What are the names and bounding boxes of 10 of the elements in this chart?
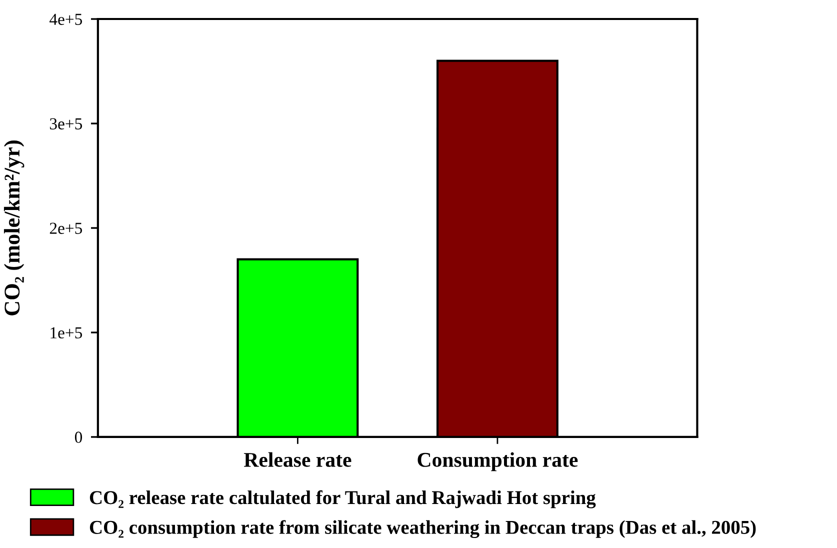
y-tick-label: 2e+5	[50, 222, 82, 234]
legend-label: CO₂ release rate caltulated for Tural and Rajwadi Hot spring	[90, 490, 596, 508]
y-tick-label: 3e+5	[50, 118, 82, 130]
y-tick-label: 4e+5	[50, 14, 82, 25]
x-tick-label: Release rate	[244, 452, 352, 467]
legend-label: CO₂ consumption rate from silicate weathering in Deccan traps (Das et al., 2005)	[90, 520, 756, 538]
y-tick-label: 1e+5	[50, 327, 82, 338]
y-axis-title: CO₂ (mole/km²/yr)	[4, 140, 24, 316]
y-tick-label: 0	[74, 432, 82, 443]
x-tick-label: Consumption rate	[418, 452, 578, 472]
